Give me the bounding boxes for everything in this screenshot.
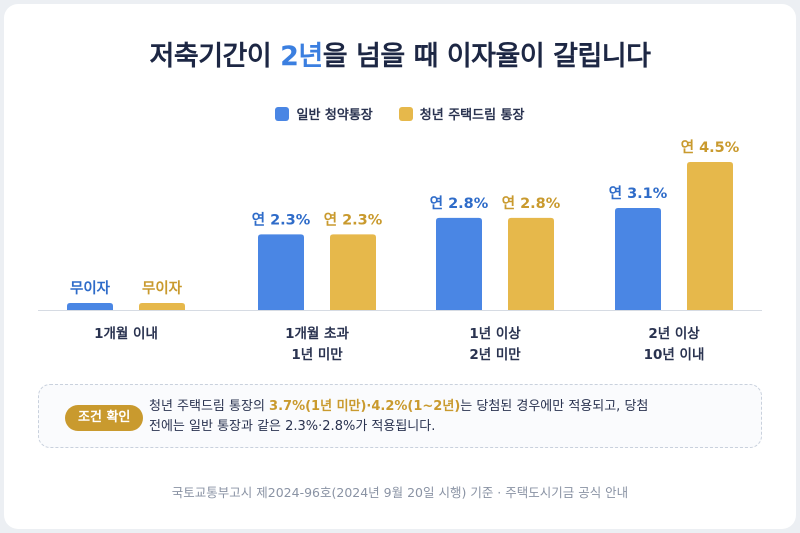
note-line2: 전에는 일반 통장과 같은 2.3%·2.8%가 적용됩니다. <box>149 419 436 434</box>
note-line1-prefix: 청년 주택드림 통장의 <box>149 399 270 414</box>
bar-general-0 <box>67 303 113 310</box>
data-label-youth-1: 연 2.3% <box>324 211 383 228</box>
page-title: 저축기간이 2년을 넘을 때 이자율이 갈립니다 <box>4 34 796 73</box>
legend-swatch-general <box>275 106 290 121</box>
legend-item-general: 일반 청약통장 <box>275 104 373 123</box>
legend-label-general: 일반 청약통장 <box>296 108 373 123</box>
bar-youth-1 <box>330 234 376 310</box>
legend-label-youth: 청년 주택드림 통장 <box>419 108 525 123</box>
category-label-0-0: 1개월 이내 <box>94 325 158 342</box>
bar-general-1 <box>258 234 304 310</box>
note-line1-suffix: 는 당첨된 경우에만 적용되고, 당첨 <box>460 399 649 414</box>
title-highlight: 2년 <box>280 41 323 72</box>
bar-youth-3 <box>687 162 733 310</box>
condition-text: 청년 주택드림 통장의 3.7%(1년 미만)·4.2%(1~2년)는 당첨된 … <box>149 397 749 437</box>
data-label-general-1: 연 2.3% <box>252 211 311 228</box>
bar-general-3 <box>615 208 661 310</box>
condition-note: 조건 확인 청년 주택드림 통장의 3.7%(1년 미만)·4.2%(1~2년)… <box>38 384 762 448</box>
data-label-youth-2: 연 2.8% <box>502 195 561 212</box>
infographic-card: 저축기간이 2년을 넘을 때 이자율이 갈립니다 일반 청약통장 청년 주택드림… <box>4 4 796 529</box>
data-label-youth-0: 무이자 <box>142 280 183 297</box>
category-label-1-1: 1년 미만 <box>291 347 343 363</box>
legend-item-youth: 청년 주택드림 통장 <box>398 104 525 123</box>
chart-legend: 일반 청약통장 청년 주택드림 통장 <box>4 104 796 123</box>
category-label-3-1: 10년 이내 <box>644 346 705 363</box>
source-footnote: 국토교통부고시 제2024-96호(2024년 9월 20일 시행) 기준 · … <box>171 485 629 500</box>
bar-general-2 <box>436 217 482 310</box>
title-part-1: 저축기간이 <box>149 41 281 72</box>
bar-youth-2 <box>508 217 554 310</box>
bar-chart: 무이자 무이자 1개월 이내 연 2.3% 연 2.3% 1개월 초과 1년 미만 연 2.8… <box>38 139 762 363</box>
data-label-general-2: 연 2.8% <box>430 195 489 212</box>
data-label-general-3: 연 3.1% <box>609 185 668 202</box>
title-part-2: 을 넘을 때 이자율이 갈립니다 <box>322 41 651 72</box>
note-line1-highlight: 3.7%(1년 미만)·4.2%(1~2년) <box>269 399 461 414</box>
bar-youth-0 <box>139 303 185 310</box>
legend-swatch-youth <box>398 106 413 121</box>
data-label-youth-3: 연 4.5% <box>681 139 740 156</box>
category-label-3-0: 2년 이상 <box>648 325 700 342</box>
category-label-1-0: 1개월 초과 <box>285 325 349 342</box>
category-label-2-0: 1년 이상 <box>469 325 521 342</box>
data-label-general-0: 무이자 <box>70 280 111 297</box>
category-label-2-1: 2년 미만 <box>469 347 521 363</box>
condition-badge: 조건 확인 <box>65 405 144 431</box>
